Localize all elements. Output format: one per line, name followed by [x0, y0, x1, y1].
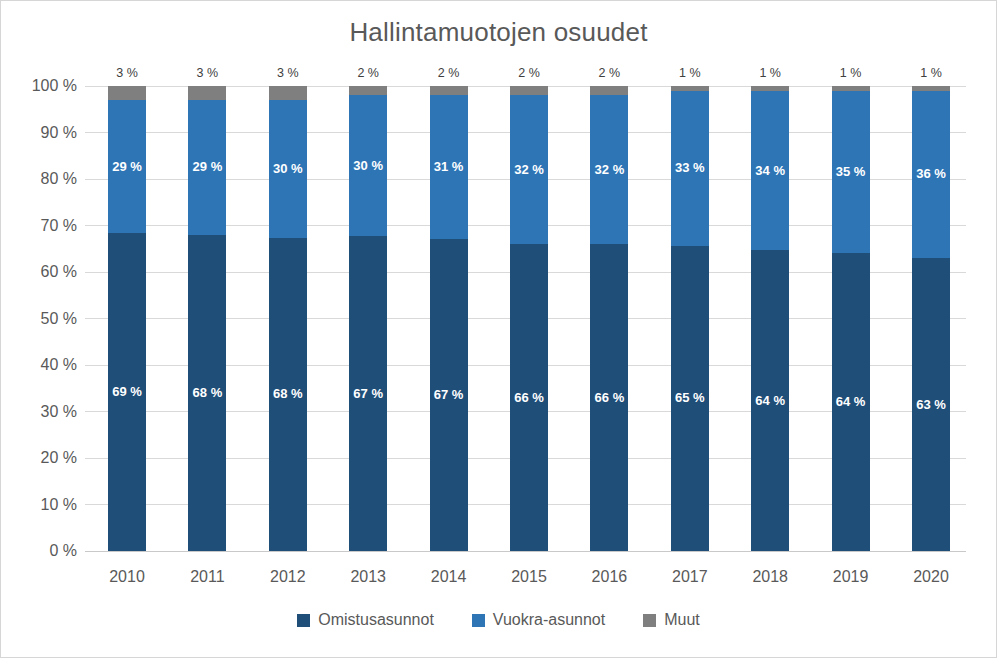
bar-label: 67 %: [333, 385, 403, 403]
bar-label: 34 %: [735, 162, 805, 180]
x-tick-label: 2016: [569, 566, 649, 588]
bar-segment: [510, 86, 548, 95]
x-tick-label: 2010: [87, 566, 167, 588]
bar-label: 64 %: [735, 392, 805, 410]
top-label: 1 %: [896, 65, 966, 82]
top-label: 3 %: [172, 65, 242, 82]
x-tick-label: 2014: [409, 566, 489, 588]
bar-segment: [832, 86, 870, 91]
chart-canvas: Hallintamuotojen osuudet 0 %10 %20 %30 %…: [0, 0, 997, 658]
bar-segment: [671, 86, 709, 91]
bar-segment: [108, 86, 146, 100]
bar-label: 31 %: [414, 158, 484, 176]
bar-segment: [269, 86, 307, 100]
x-tick-label: 2011: [167, 566, 247, 588]
y-tick-label: 80 %: [5, 168, 77, 190]
y-tick-label: 0 %: [5, 540, 77, 562]
bar-label: 66 %: [494, 389, 564, 407]
legend-item: Omistusasunnot: [297, 611, 434, 629]
x-tick-label: 2012: [248, 566, 328, 588]
bar-label: 65 %: [655, 389, 725, 407]
bar-label: 30 %: [253, 160, 323, 178]
top-label: 1 %: [735, 65, 805, 82]
x-tick-label: 2013: [328, 566, 408, 588]
bar-label: 68 %: [172, 384, 242, 402]
plot-area: 0 % 10 % 20 % 30 % 40 % 50 % 60 % 70 % 80 % 90 % 1…: [1, 1, 996, 657]
bar-label: 32 %: [574, 161, 644, 179]
top-label: 3 %: [253, 65, 323, 82]
y-tick-label: 30 %: [5, 401, 77, 423]
bar-label: 35 %: [816, 163, 886, 181]
top-label: 1 %: [655, 65, 725, 82]
bar-label: 66 %: [574, 389, 644, 407]
y-tick-label: 60 %: [5, 261, 77, 283]
y-tick-label: 70 %: [5, 215, 77, 237]
bar-label: 32 %: [494, 161, 564, 179]
bar-segment: [751, 86, 789, 91]
bar-segment: [912, 86, 950, 91]
top-label: 2 %: [574, 65, 644, 82]
top-label: 1 %: [816, 65, 886, 82]
x-tick-label: 2018: [730, 566, 810, 588]
legend-item: Vuokra-asunnot: [472, 611, 605, 629]
y-tick-label: 10 %: [5, 494, 77, 516]
legend: Omistusasunnot Vuokra-asunnot Muut: [1, 611, 996, 629]
x-tick-label: 2015: [489, 566, 569, 588]
legend-marker-icon: [472, 614, 485, 627]
top-label: 2 %: [414, 65, 484, 82]
legend-item: Muut: [643, 611, 700, 629]
bar-label: 68 %: [253, 385, 323, 403]
legend-label: Vuokra-asunnot: [493, 611, 605, 629]
bar-label: 29 %: [172, 158, 242, 176]
y-tick-label: 50 %: [5, 308, 77, 330]
y-tick-label: 40 %: [5, 354, 77, 376]
x-tick-label: 2019: [811, 566, 891, 588]
bar-label: 30 %: [333, 157, 403, 175]
bar-segment: [349, 86, 387, 95]
bar-label: 33 %: [655, 159, 725, 177]
bar-label: 67 %: [414, 386, 484, 404]
bar-label: 63 %: [896, 396, 966, 414]
bar-label: 29 %: [92, 158, 162, 176]
legend-label: Omistusasunnot: [318, 611, 434, 629]
bar-label: 36 %: [896, 165, 966, 183]
y-tick-label: 100 %: [5, 75, 77, 97]
bar-label: 69 %: [92, 383, 162, 401]
bar-segment: [188, 86, 226, 100]
top-label: 2 %: [494, 65, 564, 82]
x-axis-line: [85, 551, 966, 552]
y-tick-label: 90 %: [5, 122, 77, 144]
x-tick-label: 2017: [650, 566, 730, 588]
top-label: 3 %: [92, 65, 162, 82]
bar-segment: [430, 86, 468, 95]
bar-segment: [590, 86, 628, 95]
top-label: 2 %: [333, 65, 403, 82]
legend-marker-icon: [643, 614, 656, 627]
bar-label: 64 %: [816, 393, 886, 411]
legend-marker-icon: [297, 614, 310, 627]
y-tick-label: 20 %: [5, 447, 77, 469]
x-tick-label: 2020: [891, 566, 971, 588]
legend-label: Muut: [664, 611, 700, 629]
